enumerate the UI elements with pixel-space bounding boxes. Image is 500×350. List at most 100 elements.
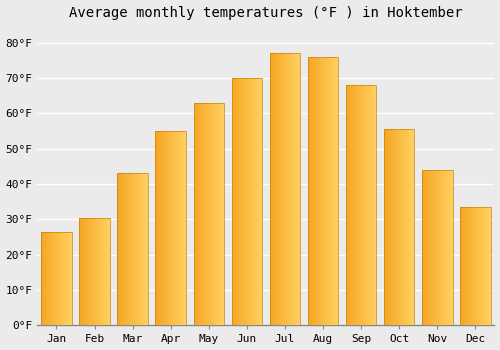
Bar: [284, 53, 285, 326]
Bar: [172, 131, 173, 326]
Bar: [346, 85, 376, 326]
Bar: [371, 85, 372, 326]
Bar: [52, 232, 54, 326]
Bar: [71, 232, 72, 326]
Bar: [82, 218, 83, 326]
Bar: [104, 218, 105, 326]
Bar: [365, 85, 366, 326]
Bar: [147, 173, 148, 326]
Bar: [316, 57, 317, 326]
Bar: [431, 170, 432, 326]
Bar: [206, 103, 208, 326]
Bar: [232, 78, 233, 326]
Bar: [164, 131, 166, 326]
Bar: [166, 131, 167, 326]
Bar: [216, 103, 217, 326]
Bar: [100, 218, 102, 326]
Bar: [444, 170, 445, 326]
Bar: [361, 85, 362, 326]
Bar: [275, 53, 276, 326]
Bar: [412, 129, 413, 326]
Bar: [86, 218, 87, 326]
Bar: [64, 232, 65, 326]
Bar: [92, 218, 93, 326]
Bar: [468, 207, 469, 326]
Bar: [138, 173, 140, 326]
Bar: [401, 129, 402, 326]
Bar: [399, 129, 400, 326]
Bar: [463, 207, 464, 326]
Bar: [362, 85, 364, 326]
Bar: [42, 232, 43, 326]
Bar: [473, 207, 474, 326]
Bar: [158, 131, 160, 326]
Bar: [406, 129, 407, 326]
Bar: [80, 218, 110, 326]
Bar: [218, 103, 220, 326]
Bar: [273, 53, 274, 326]
Bar: [180, 131, 182, 326]
Bar: [358, 85, 359, 326]
Bar: [145, 173, 146, 326]
Bar: [217, 103, 218, 326]
Bar: [426, 170, 428, 326]
Bar: [183, 131, 184, 326]
Bar: [281, 53, 282, 326]
Bar: [346, 85, 348, 326]
Bar: [169, 131, 170, 326]
Bar: [384, 129, 385, 326]
Bar: [403, 129, 404, 326]
Bar: [157, 131, 158, 326]
Bar: [387, 129, 388, 326]
Bar: [413, 129, 414, 326]
Bar: [160, 131, 161, 326]
Bar: [62, 232, 64, 326]
Bar: [360, 85, 361, 326]
Bar: [279, 53, 280, 326]
Bar: [290, 53, 291, 326]
Bar: [88, 218, 89, 326]
Bar: [67, 232, 68, 326]
Bar: [282, 53, 284, 326]
Bar: [126, 173, 128, 326]
Bar: [51, 232, 52, 326]
Bar: [260, 78, 262, 326]
Bar: [70, 232, 71, 326]
Bar: [222, 103, 224, 326]
Bar: [54, 232, 55, 326]
Bar: [476, 207, 477, 326]
Title: Average monthly temperatures (°F ) in Hoktember: Average monthly temperatures (°F ) in Ho…: [69, 6, 462, 20]
Bar: [247, 78, 248, 326]
Bar: [209, 103, 210, 326]
Bar: [68, 232, 70, 326]
Bar: [249, 78, 250, 326]
Bar: [466, 207, 467, 326]
Bar: [174, 131, 176, 326]
Bar: [246, 78, 247, 326]
Bar: [484, 207, 486, 326]
Bar: [84, 218, 86, 326]
Bar: [278, 53, 279, 326]
Bar: [425, 170, 426, 326]
Bar: [134, 173, 135, 326]
Bar: [144, 173, 145, 326]
Bar: [105, 218, 106, 326]
Bar: [240, 78, 241, 326]
Bar: [49, 232, 50, 326]
Bar: [392, 129, 393, 326]
Bar: [132, 173, 134, 326]
Bar: [350, 85, 351, 326]
Bar: [274, 53, 275, 326]
Bar: [326, 57, 327, 326]
Bar: [200, 103, 201, 326]
Bar: [404, 129, 406, 326]
Bar: [434, 170, 435, 326]
Bar: [140, 173, 141, 326]
Bar: [447, 170, 448, 326]
Bar: [308, 57, 310, 326]
Bar: [211, 103, 212, 326]
Bar: [286, 53, 288, 326]
Bar: [480, 207, 482, 326]
Bar: [422, 170, 452, 326]
Bar: [474, 207, 476, 326]
